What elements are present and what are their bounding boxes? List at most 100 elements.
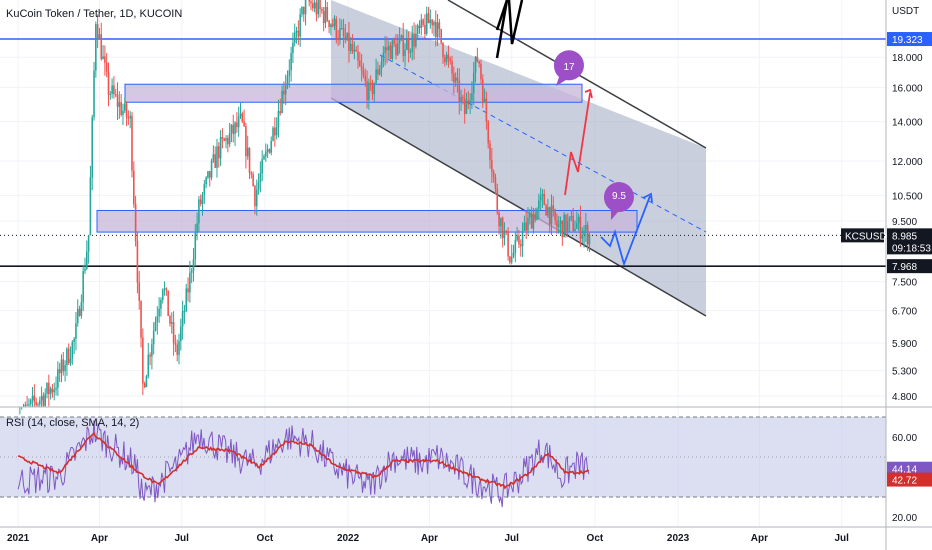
candle[interactable]	[143, 381, 146, 389]
candle[interactable]	[31, 387, 34, 407]
candle[interactable]	[563, 212, 565, 238]
candle[interactable]	[492, 169, 495, 183]
candle[interactable]	[456, 68, 459, 93]
candle[interactable]	[574, 220, 576, 233]
candle[interactable]	[295, 26, 298, 44]
candle[interactable]	[474, 55, 477, 83]
candle[interactable]	[167, 290, 169, 317]
candle[interactable]	[297, 20, 300, 46]
candle[interactable]	[494, 173, 497, 195]
candle[interactable]	[514, 231, 517, 263]
candle[interactable]	[78, 305, 81, 317]
candle[interactable]	[198, 195, 200, 233]
candle[interactable]	[463, 88, 466, 124]
candle[interactable]	[407, 31, 410, 63]
candle[interactable]	[33, 384, 36, 407]
candle[interactable]	[203, 179, 206, 204]
candle[interactable]	[565, 214, 567, 238]
candle[interactable]	[424, 14, 426, 39]
candle[interactable]	[152, 322, 155, 355]
candle[interactable]	[301, 6, 303, 18]
candle[interactable]	[67, 343, 70, 366]
candle[interactable]	[559, 216, 562, 236]
candle[interactable]	[527, 207, 529, 236]
rsi-sma-line[interactable]	[18, 432, 590, 490]
candle[interactable]	[566, 213, 569, 238]
candle[interactable]	[357, 44, 359, 69]
candle[interactable]	[136, 231, 139, 294]
candle[interactable]	[353, 41, 356, 60]
candle[interactable]	[69, 346, 72, 366]
candle[interactable]	[174, 334, 177, 353]
candle[interactable]	[400, 34, 403, 41]
candle[interactable]	[255, 179, 258, 216]
candle[interactable]	[330, 23, 332, 36]
candle[interactable]	[586, 221, 589, 251]
candle[interactable]	[196, 212, 198, 241]
candle[interactable]	[519, 239, 522, 257]
candle[interactable]	[60, 354, 63, 383]
candle[interactable]	[503, 222, 506, 246]
candle[interactable]	[217, 142, 220, 168]
candle[interactable]	[82, 264, 84, 312]
candle[interactable]	[583, 225, 585, 248]
candle[interactable]	[116, 82, 119, 120]
candle[interactable]	[66, 347, 68, 376]
candle[interactable]	[469, 93, 471, 115]
candle[interactable]	[487, 120, 490, 149]
candle[interactable]	[208, 170, 211, 187]
candle[interactable]	[62, 352, 65, 376]
candle[interactable]	[299, 8, 301, 47]
candle[interactable]	[425, 6, 428, 36]
candle[interactable]	[154, 316, 157, 332]
candle[interactable]	[57, 361, 59, 397]
candle[interactable]	[360, 53, 363, 82]
candle[interactable]	[283, 81, 285, 105]
candle[interactable]	[140, 300, 142, 348]
candle[interactable]	[369, 75, 372, 91]
candle[interactable]	[333, 15, 336, 31]
candle[interactable]	[187, 277, 189, 302]
candle[interactable]	[491, 148, 493, 184]
candle[interactable]	[163, 281, 166, 296]
candle[interactable]	[133, 161, 135, 208]
candle[interactable]	[418, 20, 421, 35]
candle[interactable]	[337, 30, 339, 46]
candle[interactable]	[436, 13, 439, 47]
candle[interactable]	[55, 376, 57, 396]
candle[interactable]	[434, 10, 437, 47]
candle[interactable]	[415, 24, 417, 49]
candle[interactable]	[516, 226, 518, 242]
candle[interactable]	[48, 374, 50, 407]
candle[interactable]	[277, 99, 280, 138]
candle[interactable]	[449, 56, 452, 65]
candle[interactable]	[236, 112, 238, 133]
candle[interactable]	[149, 352, 151, 366]
candle[interactable]	[127, 110, 130, 125]
candle[interactable]	[523, 215, 526, 232]
candle[interactable]	[257, 173, 260, 195]
candle[interactable]	[38, 396, 41, 407]
candle[interactable]	[71, 340, 74, 365]
candle[interactable]	[134, 195, 137, 247]
candle[interactable]	[585, 212, 587, 242]
candle[interactable]	[532, 208, 535, 234]
candle[interactable]	[199, 194, 202, 207]
candle[interactable]	[382, 46, 385, 68]
candle[interactable]	[28, 398, 30, 407]
candle[interactable]	[207, 171, 209, 180]
candle[interactable]	[579, 205, 582, 247]
candle[interactable]	[471, 81, 473, 110]
candle[interactable]	[170, 312, 173, 334]
candle[interactable]	[87, 235, 90, 264]
candle[interactable]	[346, 32, 348, 41]
candle[interactable]	[340, 19, 343, 30]
candle[interactable]	[440, 28, 442, 45]
candle[interactable]	[368, 78, 370, 110]
candle[interactable]	[568, 216, 571, 232]
candle[interactable]	[122, 103, 124, 126]
candle[interactable]	[308, 0, 310, 7]
candle[interactable]	[572, 207, 574, 233]
candle[interactable]	[447, 45, 450, 68]
candle[interactable]	[331, 18, 334, 28]
